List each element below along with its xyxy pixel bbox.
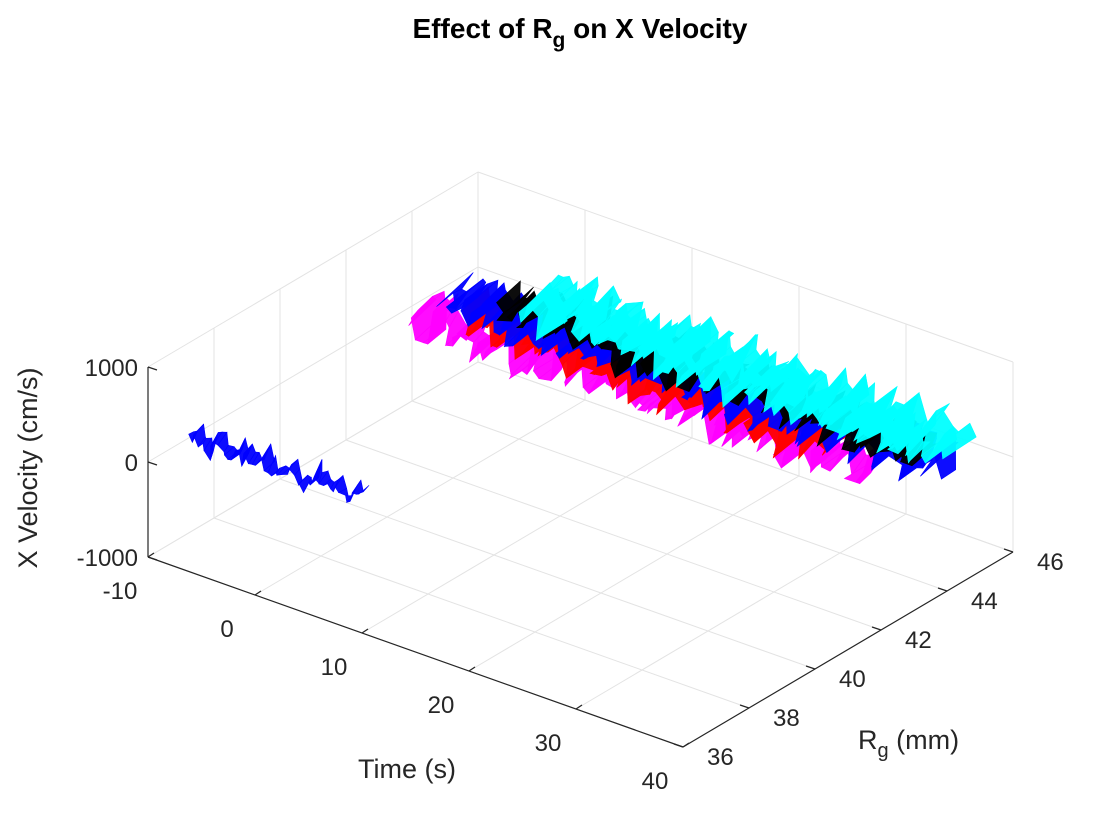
x-tick-mark (468, 666, 476, 672)
series-layer (188, 272, 977, 503)
y-tick-mark (937, 587, 948, 592)
x-axis-label: Time (s) (358, 754, 456, 784)
x-axis-line (147, 556, 684, 748)
x-tick-label: 0 (220, 616, 233, 643)
floor-gridline-rg (345, 439, 882, 631)
axis-layer (147, 366, 1014, 748)
back-wall-gridline-velocity (477, 361, 1014, 553)
z-tick-label: 0 (125, 450, 138, 477)
x-tick-label: -10 (103, 578, 138, 605)
floor-gridline-time (254, 399, 586, 596)
y-tick-label: 38 (773, 705, 800, 732)
z-tick-mark (147, 461, 158, 466)
floor-gridline-time (468, 475, 800, 672)
x-tick-mark (682, 742, 690, 748)
ribbon-series-6 (541, 274, 977, 464)
y-tick-label: 46 (1037, 549, 1064, 576)
y-axis-label: Rg (mm) (858, 725, 959, 762)
x-tick-label: 30 (535, 730, 562, 757)
tick-labels: -10 0 10 20 30 40 36 38 40 42 44 46 -1000 0 1000 (77, 355, 1064, 795)
x-tick-label: 10 (321, 654, 348, 681)
z-tick-label: 1000 (85, 355, 138, 382)
ribbon-segment (356, 485, 370, 495)
y-tick-mark (739, 704, 750, 709)
z-tick-mark (147, 556, 158, 561)
y-axis-line (682, 551, 1014, 748)
floor-gridline-time (361, 437, 693, 634)
back-wall-gridline-velocity (477, 171, 1014, 363)
floor-gridline-time (575, 513, 907, 710)
y-tick-label: 36 (707, 744, 734, 771)
floor-gridline-rg (213, 517, 750, 709)
ribbon-segment (940, 422, 977, 460)
y-tick-label: 44 (971, 588, 998, 615)
z-axis-label: X Velocity (cm/s) (13, 367, 43, 568)
left-wall-gridline-velocity (147, 361, 479, 558)
x-tick-mark (147, 552, 155, 558)
y-tick-label: 40 (839, 666, 866, 693)
y-tick-mark (673, 743, 684, 748)
x-tick-mark (361, 628, 369, 634)
z-tick-label: -1000 (77, 545, 138, 572)
ribbon-series-0 (188, 423, 370, 503)
x-tick-mark (254, 590, 262, 596)
x-tick-mark (575, 704, 583, 710)
y-tick-mark (871, 626, 882, 631)
y-tick-mark (1003, 548, 1014, 553)
x-tick-label: 40 (642, 768, 669, 795)
floor-gridline-rg (411, 400, 948, 592)
floor-gridline-rg (279, 478, 816, 670)
y-tick-label: 42 (905, 627, 932, 654)
left-wall-gridline-velocity (147, 171, 479, 368)
y-tick-mark (805, 665, 816, 670)
x-tick-label: 20 (428, 692, 455, 719)
z-tick-mark (147, 366, 158, 371)
chart-title: Effect of Rg on X Velocity (413, 13, 748, 52)
